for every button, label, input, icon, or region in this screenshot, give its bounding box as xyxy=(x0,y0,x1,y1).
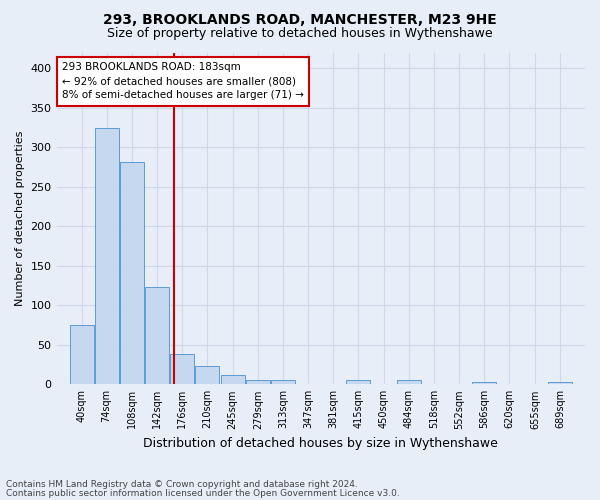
Text: 293, BROOKLANDS ROAD, MANCHESTER, M23 9HE: 293, BROOKLANDS ROAD, MANCHESTER, M23 9H… xyxy=(103,12,497,26)
X-axis label: Distribution of detached houses by size in Wythenshawe: Distribution of detached houses by size … xyxy=(143,437,498,450)
Bar xyxy=(170,354,194,384)
Text: Contains public sector information licensed under the Open Government Licence v3: Contains public sector information licen… xyxy=(6,488,400,498)
Text: 293 BROOKLANDS ROAD: 183sqm
← 92% of detached houses are smaller (808)
8% of sem: 293 BROOKLANDS ROAD: 183sqm ← 92% of det… xyxy=(62,62,304,100)
Bar xyxy=(346,380,370,384)
Bar xyxy=(472,382,496,384)
Bar xyxy=(271,380,295,384)
Bar xyxy=(221,375,245,384)
Bar xyxy=(70,325,94,384)
Bar xyxy=(120,162,143,384)
Text: Contains HM Land Registry data © Crown copyright and database right 2024.: Contains HM Land Registry data © Crown c… xyxy=(6,480,358,489)
Bar xyxy=(145,287,169,384)
Text: Size of property relative to detached houses in Wythenshawe: Size of property relative to detached ho… xyxy=(107,28,493,40)
Bar xyxy=(95,128,119,384)
Bar xyxy=(548,382,572,384)
Bar xyxy=(196,366,219,384)
Bar xyxy=(397,380,421,384)
Bar xyxy=(246,380,269,384)
Y-axis label: Number of detached properties: Number of detached properties xyxy=(15,130,25,306)
